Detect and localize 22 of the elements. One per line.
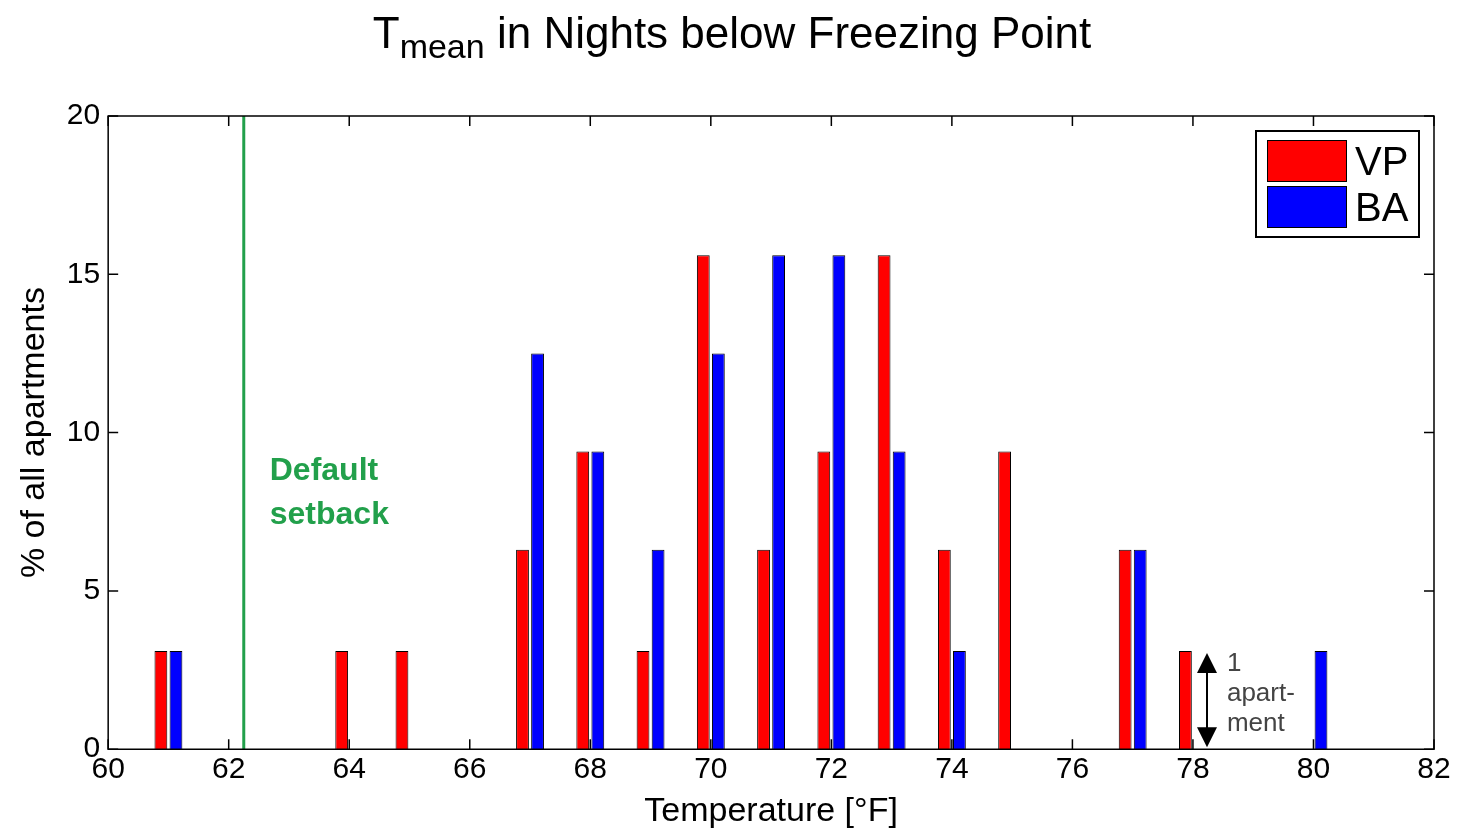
chart-title: T$_{mean}$ in Nights below Freezing Point (371, 8, 1093, 66)
x-tick-label: 70 (694, 751, 728, 785)
annotation: 1 apart-ment (1226, 647, 1295, 738)
x-tick-label: 64 (332, 751, 366, 785)
x-tick-label: 68 (573, 751, 607, 785)
y-tick-label: 5 (83, 572, 101, 606)
y-tick-label: 20 (66, 97, 101, 131)
x-tick-label: 72 (814, 751, 849, 785)
legend-label: VP (1355, 138, 1409, 184)
x-tick-label: 74 (935, 751, 969, 785)
y-tick-label: 10 (66, 413, 101, 447)
x-axis-title: Temperature [°F] (644, 789, 898, 828)
y-axis-title: % of all apartments (12, 287, 51, 579)
x-tick-label: 62 (212, 751, 246, 785)
x-tick-label: 76 (1055, 751, 1090, 785)
x-tick-label: 66 (453, 751, 487, 785)
y-tick-label: 15 (66, 255, 101, 289)
x-tick-label: 78 (1176, 751, 1210, 785)
x-tick-label: 80 (1296, 751, 1331, 785)
x-tick-label: 82 (1417, 751, 1451, 785)
legend-label: BA (1355, 184, 1409, 230)
ref-line-label: Default setback (269, 451, 390, 532)
